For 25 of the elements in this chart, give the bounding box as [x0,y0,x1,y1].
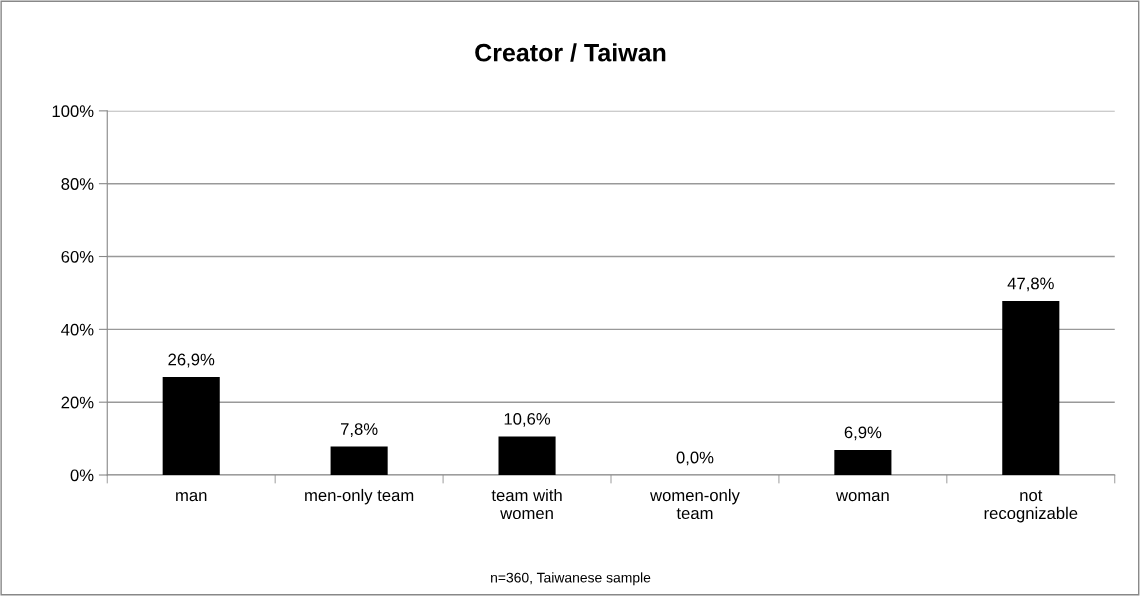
data-label: 10,6% [504,412,551,427]
bar [330,446,388,476]
y-tick-label: 40% [61,323,94,336]
y-tick-label: 0% [70,469,94,482]
x-tick-label: team with women [491,488,562,520]
bar [1002,300,1060,476]
x-tick-label: men-only team [305,488,414,505]
x-tick-label: woman [836,492,889,502]
y-tick-label: 100% [52,105,94,118]
chart-title: Creator / Taiwan [475,43,666,62]
bar [162,377,220,476]
data-label: 26,9% [168,353,215,368]
y-tick-label: 60% [61,250,94,263]
text: n=360, Taiwanese sample [491,572,651,586]
bar [498,436,556,476]
bar [834,449,892,476]
data-label: 0,0% [676,451,714,466]
data-label: 6,9% [844,426,882,441]
data-label: 7,8% [340,423,378,437]
x-tick-label: man [176,492,207,502]
y-tick-label: 20% [61,396,94,409]
y-tick-label: 80% [61,178,94,190]
data-label: 47,8% [1007,277,1054,292]
x-tick-label: women-only team [650,488,740,520]
x-tick-label: not recognizable [984,490,1078,523]
